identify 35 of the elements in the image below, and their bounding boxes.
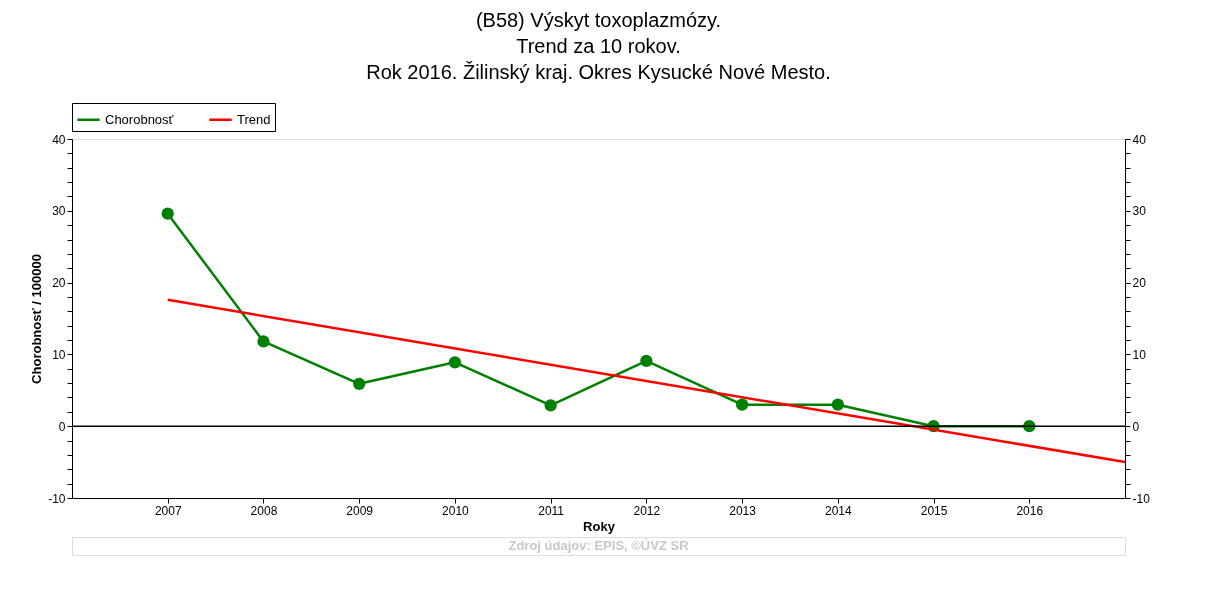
- y2-tick-label: 10: [1132, 347, 1147, 362]
- x-tick-label: 2008: [250, 503, 278, 518]
- x-tick-label: 2016: [1016, 503, 1044, 518]
- y2-tick-label: -10: [1132, 491, 1151, 506]
- y2-tick-label: 20: [1132, 276, 1147, 291]
- y-axis-title: Chorobnosť / 100000: [29, 254, 45, 384]
- x-tick-label: 2011: [538, 503, 565, 518]
- x-tick-label: 2009: [346, 503, 374, 518]
- point: [544, 399, 557, 412]
- y2-tick-label: 40: [1132, 132, 1147, 147]
- y-tick-label: 30: [52, 204, 66, 219]
- y-tick-label: 40: [52, 132, 66, 147]
- point: [831, 398, 844, 411]
- point: [353, 377, 366, 390]
- x-tick-label: 2007: [154, 503, 182, 518]
- point: [448, 356, 462, 369]
- point: [161, 207, 174, 220]
- x-tick-label: 2013: [729, 503, 757, 518]
- point: [257, 335, 270, 348]
- x-tick-label: 2015: [920, 503, 948, 518]
- x-tick-label: 2010: [442, 503, 470, 518]
- legend-label: Chorobnosť: [105, 111, 174, 127]
- y2-tick-label: 0: [1132, 419, 1140, 434]
- y2-tick-label: 30: [1132, 204, 1147, 219]
- chart-title: (B58) Výskyt toxoplazmózy. Trend za 10 rokov. Rok 2016. Žilinský kraj. Okres Kysucké Nové Mesto.: [366, 9, 831, 83]
- x-tick-label: 2014: [824, 503, 852, 518]
- point: [735, 398, 749, 411]
- y-tick-label: 0: [58, 419, 66, 434]
- y-tick-label: -10: [48, 491, 66, 506]
- legend-label: Trend: [237, 111, 271, 127]
- x-axis-title: Roky: [583, 518, 616, 534]
- x-tick-label: 2012: [633, 503, 661, 518]
- y-tick-label: 10: [52, 347, 66, 362]
- y-tick-label: 20: [52, 276, 66, 291]
- point: [640, 354, 653, 367]
